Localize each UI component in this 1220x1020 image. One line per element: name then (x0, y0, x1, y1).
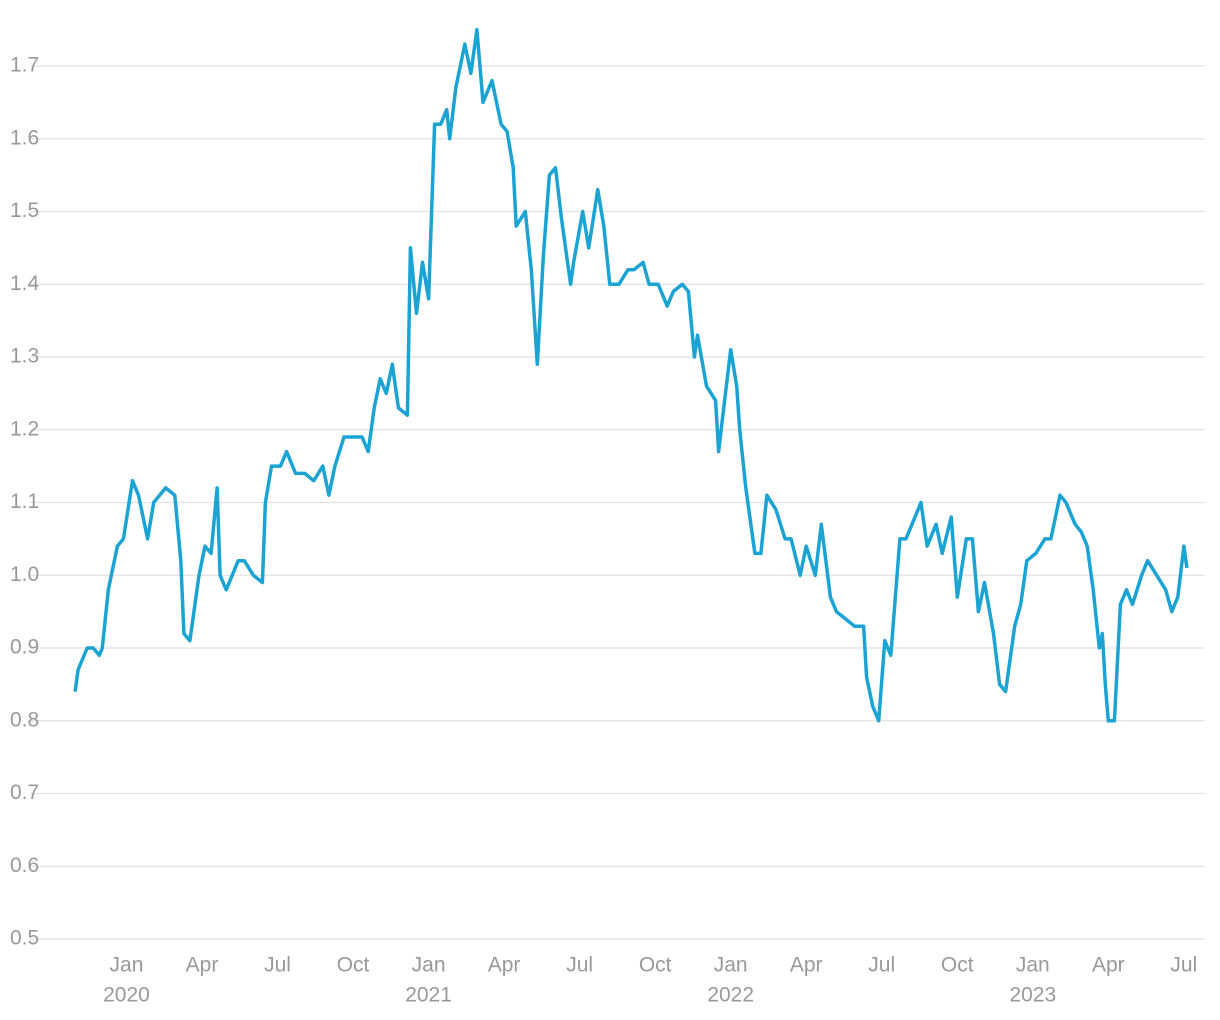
x-tick-label: Apr (488, 954, 521, 977)
y-tick-label: 1.5 (10, 199, 39, 222)
data-line (73, 27, 1189, 723)
y-tick-label: 1.0 (10, 563, 39, 586)
x-tick-label: Jul (264, 954, 291, 977)
x-tick-label: Jul (1170, 954, 1197, 977)
x-tick-label: Jan (110, 954, 144, 977)
y-tick-label: 0.7 (10, 781, 39, 804)
x-tick-label: Oct (337, 954, 370, 977)
y-tick-label: 1.6 (10, 126, 39, 149)
y-tick-label: 1.2 (10, 417, 39, 440)
y-tick-label: 0.8 (10, 708, 39, 731)
y-tick-label: 1.3 (10, 345, 39, 368)
y-tick-label: 0.5 (10, 927, 39, 950)
y-tick-label: 1.1 (10, 490, 39, 513)
y-tick-label: 0.6 (10, 854, 39, 877)
x-tick-label: Apr (186, 954, 219, 977)
y-tick-label: 0.9 (10, 636, 39, 659)
x-tick-label: Apr (1092, 954, 1125, 977)
x-year-label: 2023 (1009, 984, 1056, 1007)
x-year-label: 2020 (103, 984, 150, 1007)
x-tick-label: Jul (566, 954, 593, 977)
x-tick-label: Jan (412, 954, 446, 977)
y-tick-label: 1.4 (10, 272, 40, 295)
x-year-label: 2021 (405, 984, 452, 1007)
y-tick-label: 1.7 (10, 54, 39, 77)
x-tick-label: Oct (639, 954, 672, 977)
x-tick-label: Jul (868, 954, 895, 977)
x-tick-label: Oct (941, 954, 974, 977)
x-tick-label: Jan (1016, 954, 1050, 977)
x-tick-label: Apr (790, 954, 823, 977)
x-year-label: 2022 (707, 984, 754, 1007)
x-tick-label: Jan (714, 954, 748, 977)
